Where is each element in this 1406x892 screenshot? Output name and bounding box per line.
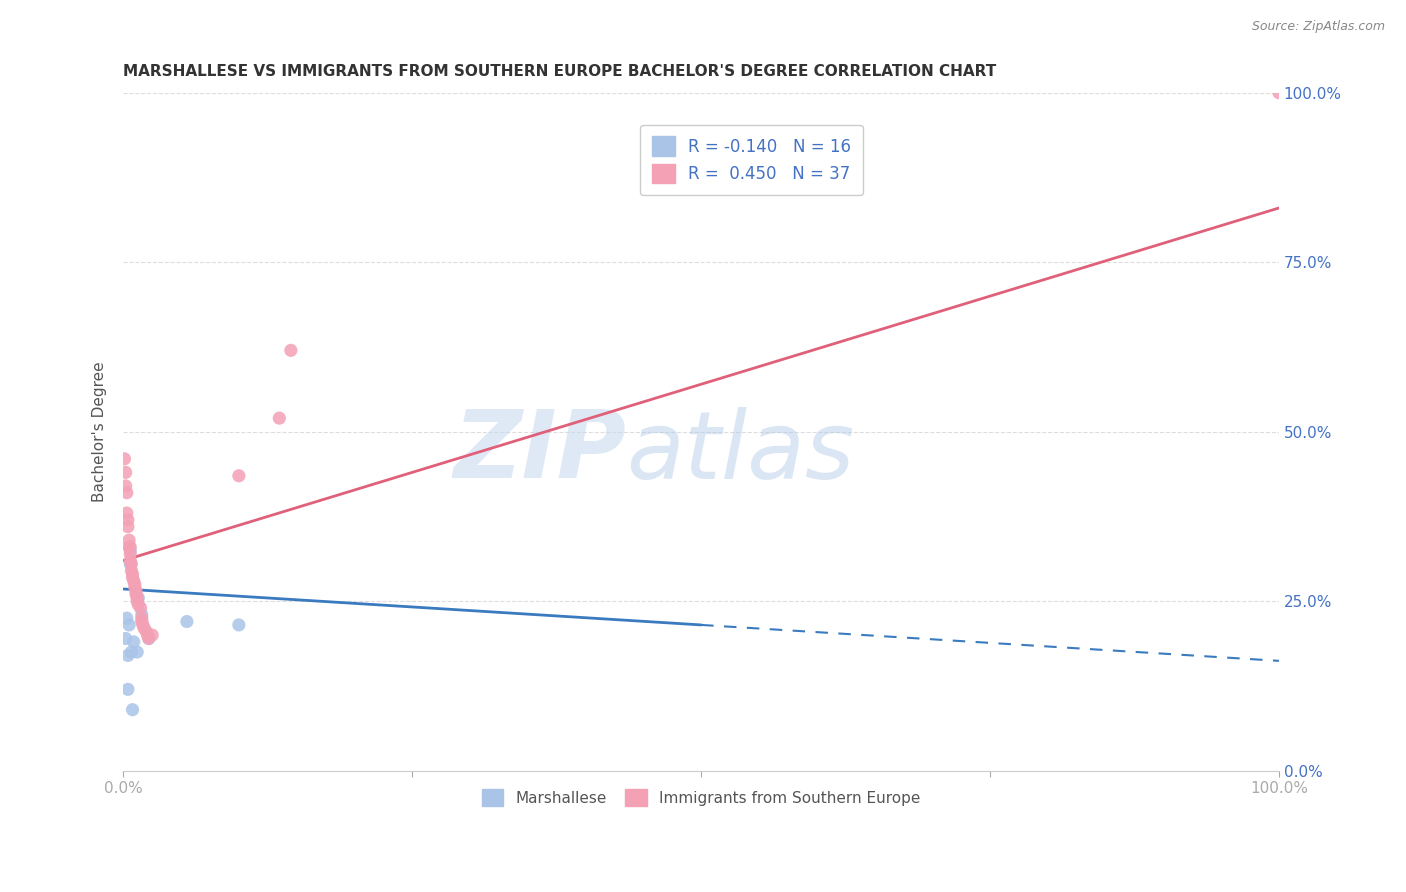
Point <box>141 628 163 642</box>
Point <box>117 513 139 527</box>
Point <box>120 553 142 567</box>
Legend: Marshallese, Immigrants from Southern Europe: Marshallese, Immigrants from Southern Eu… <box>474 781 928 814</box>
Point <box>132 618 155 632</box>
Point <box>120 547 142 561</box>
Point <box>120 564 142 578</box>
Point <box>127 645 149 659</box>
Point <box>131 607 153 622</box>
Point <box>228 468 250 483</box>
Point <box>138 632 160 646</box>
Point <box>118 533 141 548</box>
Point <box>114 632 136 646</box>
Point <box>120 543 142 558</box>
Point <box>127 594 149 608</box>
Point <box>117 648 139 663</box>
Text: ZIP: ZIP <box>453 406 626 498</box>
Point <box>120 645 142 659</box>
Point <box>118 618 141 632</box>
Point <box>117 519 139 533</box>
Point <box>115 485 138 500</box>
Point <box>114 479 136 493</box>
Point <box>120 557 142 571</box>
Point <box>131 611 153 625</box>
Point <box>228 618 250 632</box>
Text: Source: ZipAtlas.com: Source: ZipAtlas.com <box>1251 20 1385 33</box>
Point <box>121 703 143 717</box>
Point <box>121 567 143 582</box>
Point <box>122 635 145 649</box>
Point <box>124 577 146 591</box>
Point <box>121 570 143 584</box>
Point <box>114 451 136 466</box>
Point <box>120 557 142 571</box>
Point <box>131 615 153 629</box>
Point <box>118 540 141 554</box>
Point <box>120 540 142 554</box>
Point <box>127 591 149 605</box>
Point <box>124 581 146 595</box>
Point <box>280 343 302 358</box>
Point <box>269 411 291 425</box>
Text: MARSHALLESE VS IMMIGRANTS FROM SOUTHERN EUROPE BACHELOR'S DEGREE CORRELATION CHA: MARSHALLESE VS IMMIGRANTS FROM SOUTHERN … <box>124 64 997 79</box>
Point <box>136 628 159 642</box>
Point <box>115 506 138 520</box>
Point <box>132 621 155 635</box>
Point <box>1268 86 1291 100</box>
Point <box>114 466 136 480</box>
Point <box>176 615 198 629</box>
Point <box>122 574 145 588</box>
Point <box>135 624 157 639</box>
Point <box>117 682 139 697</box>
Point <box>125 587 148 601</box>
Y-axis label: Bachelor's Degree: Bachelor's Degree <box>93 361 107 502</box>
Text: atlas: atlas <box>626 407 855 498</box>
Point <box>125 584 148 599</box>
Point <box>138 632 160 646</box>
Point <box>127 591 149 605</box>
Point <box>115 611 138 625</box>
Point <box>129 601 152 615</box>
Point <box>127 598 149 612</box>
